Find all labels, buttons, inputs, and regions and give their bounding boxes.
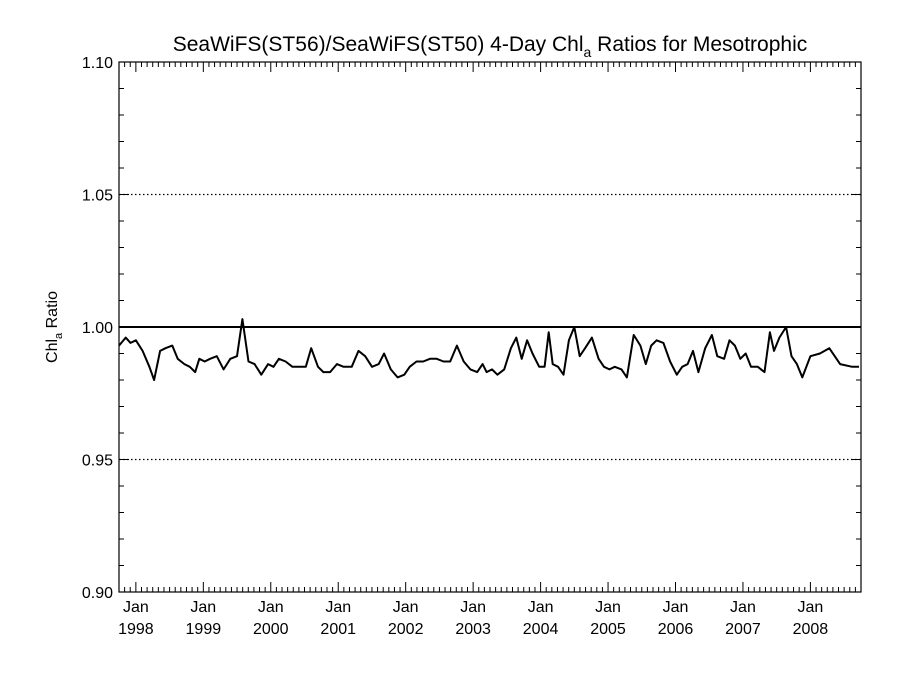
x-tick-label-year: 2000	[253, 621, 289, 638]
x-tick-label-month: Jan	[730, 599, 756, 616]
chart-title-subscript: a	[584, 44, 592, 60]
x-tick-label-year: 2007	[725, 621, 761, 638]
x-tick-label-year: 2006	[658, 621, 694, 638]
y-axis-label-subscript: a	[53, 332, 65, 339]
series-layer	[118, 318, 859, 381]
x-tick-label-month: Jan	[190, 599, 216, 616]
x-tick-label-year: 2004	[523, 621, 559, 638]
x-tick-label-month: Jan	[258, 599, 284, 616]
y-tick-label: 1.05	[82, 188, 113, 205]
y-axis-label-main: Chl	[44, 339, 61, 363]
chart-title-main: SeaWiFS(ST56)/SeaWiFS(ST50) 4-Day Chl	[173, 33, 584, 56]
x-tick-label-month: Jan	[123, 599, 149, 616]
x-tick-label-year: 2003	[455, 621, 491, 638]
x-tick-label-year: 1999	[186, 621, 222, 638]
x-tick-label-year: 2002	[388, 621, 424, 638]
chart-title-tail: Ratios for Mesotrophic	[591, 33, 807, 56]
series-line	[118, 318, 859, 381]
y-axis-label: Chla Ratio	[44, 291, 65, 363]
y-tick-label: 1.10	[82, 55, 113, 72]
x-tick-label-month: Jan	[528, 599, 554, 616]
x-tick-label-month: Jan	[460, 599, 486, 616]
x-tick-label-month: Jan	[393, 599, 419, 616]
chart-title: SeaWiFS(ST56)/SeaWiFS(ST50) 4-Day Chla R…	[173, 33, 807, 60]
x-tick-label-month: Jan	[798, 599, 824, 616]
tick-labels-layer: 0.90 0.95 1.00 1.05 1.10 Jan 1998 Jan 1999 Jan 200…	[82, 55, 828, 638]
y-tick-label: 1.00	[82, 320, 113, 337]
y-axis-label-tail: Ratio	[44, 291, 61, 333]
x-tick-label-year: 2005	[590, 621, 626, 638]
y-tick-label: 0.95	[82, 453, 113, 470]
x-tick-label-year: 2008	[793, 621, 829, 638]
x-tick-label-month: Jan	[663, 599, 689, 616]
y-tick-label: 0.90	[82, 585, 113, 602]
x-tick-label-year: 2001	[320, 621, 356, 638]
x-tick-label-month: Jan	[595, 599, 621, 616]
ticks-layer	[118, 61, 862, 593]
x-tick-label-year: 1998	[118, 621, 154, 638]
plot-frame	[118, 61, 862, 593]
x-tick-label-month: Jan	[325, 599, 351, 616]
